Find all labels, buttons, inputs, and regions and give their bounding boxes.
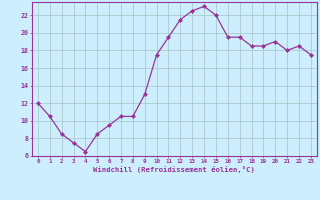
X-axis label: Windchill (Refroidissement éolien,°C): Windchill (Refroidissement éolien,°C) — [93, 166, 255, 173]
